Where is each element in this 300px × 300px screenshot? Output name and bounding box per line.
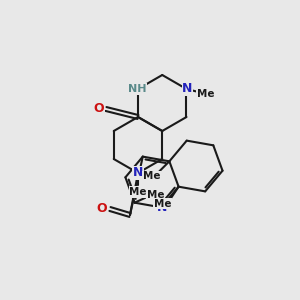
Text: Me: Me <box>154 199 171 209</box>
Text: Me: Me <box>142 171 160 181</box>
Text: NH: NH <box>128 84 146 94</box>
Text: N: N <box>157 201 167 214</box>
Text: Me: Me <box>147 190 164 200</box>
Text: O: O <box>94 101 104 115</box>
Text: N: N <box>182 82 193 95</box>
Text: O: O <box>97 202 107 214</box>
Text: Me: Me <box>197 89 214 99</box>
Text: Me: Me <box>129 187 147 197</box>
Text: N: N <box>133 167 143 179</box>
